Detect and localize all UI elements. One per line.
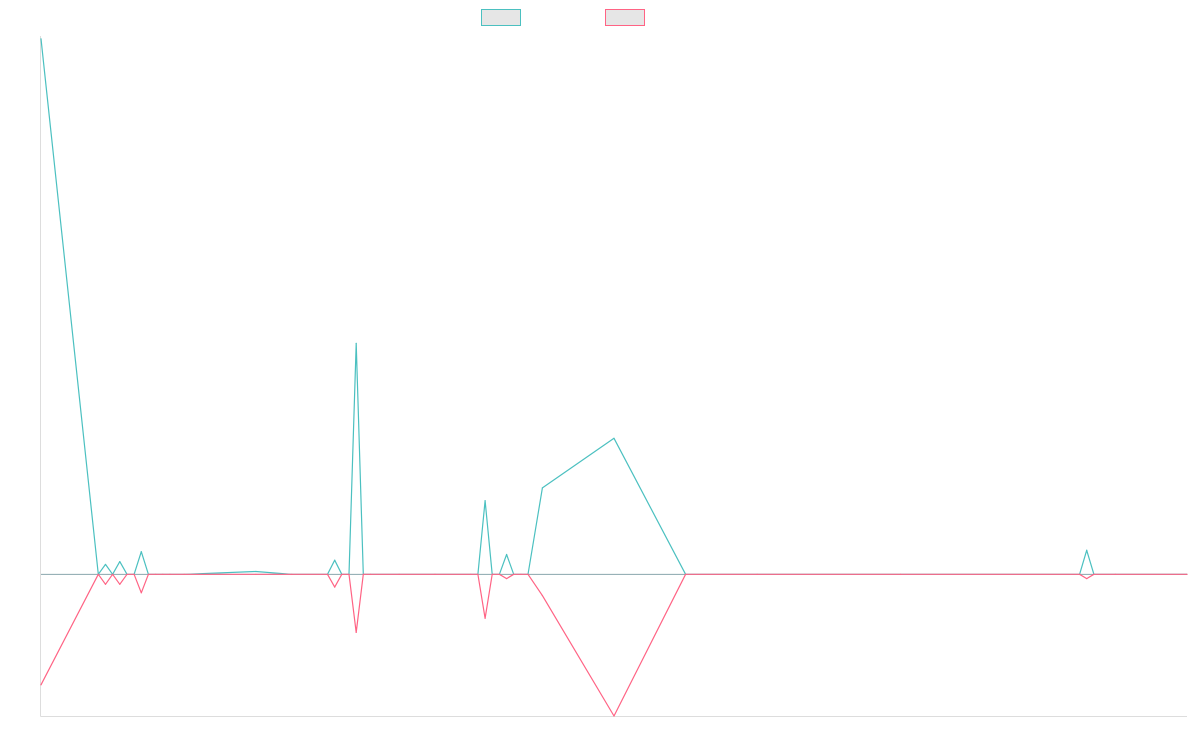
chart-axes xyxy=(40,36,1187,717)
data-point xyxy=(104,563,107,566)
chart-legend[interactable] xyxy=(481,9,645,26)
data-point xyxy=(169,573,171,575)
data-point xyxy=(470,573,472,575)
data-point xyxy=(255,570,257,573)
data-point xyxy=(541,487,543,489)
data-point xyxy=(119,560,121,563)
data-point xyxy=(119,583,121,585)
data-point xyxy=(369,573,372,575)
data-point xyxy=(183,573,185,575)
data-point xyxy=(899,573,902,575)
data-point xyxy=(484,617,486,619)
data-point xyxy=(513,573,515,575)
series-2 xyxy=(40,573,1188,717)
series-line-2 xyxy=(40,573,1187,717)
data-point xyxy=(756,573,758,575)
data-point xyxy=(355,342,357,345)
data-point xyxy=(362,573,364,575)
data-point xyxy=(505,553,508,556)
data-point xyxy=(40,684,42,686)
data-point xyxy=(527,573,529,575)
data-point xyxy=(685,573,687,575)
data-point xyxy=(162,573,164,575)
data-point xyxy=(291,573,293,575)
data-point xyxy=(147,573,150,575)
data-point xyxy=(613,715,615,717)
data-point xyxy=(40,38,42,40)
data-point xyxy=(613,437,615,439)
data-point xyxy=(1093,573,1095,575)
data-point xyxy=(1078,573,1081,575)
legend-swatch-2[interactable] xyxy=(605,9,645,26)
data-point xyxy=(355,631,357,634)
data-point xyxy=(1114,573,1116,575)
series-line-1 xyxy=(40,38,1187,575)
data-point xyxy=(104,583,107,585)
data-point xyxy=(434,573,436,575)
data-point xyxy=(505,577,508,580)
data-point xyxy=(112,573,114,575)
data-point xyxy=(255,573,257,575)
data-point xyxy=(484,500,486,502)
data-point xyxy=(97,573,99,575)
data-point xyxy=(520,573,522,575)
data-point xyxy=(1186,573,1188,575)
data-point xyxy=(140,592,142,594)
data-point xyxy=(498,573,500,575)
data-point xyxy=(1086,549,1088,551)
legend-item-2[interactable] xyxy=(605,9,645,26)
data-point xyxy=(477,573,479,575)
data-point xyxy=(1086,577,1088,580)
data-point xyxy=(341,573,343,575)
chart-series xyxy=(40,38,1188,717)
data-point xyxy=(155,573,157,575)
legend-item-1[interactable] xyxy=(481,9,521,26)
legend-swatch-1[interactable] xyxy=(481,9,521,26)
data-point xyxy=(334,586,336,588)
data-point xyxy=(334,559,336,561)
data-point xyxy=(133,573,135,575)
data-point xyxy=(398,573,400,575)
data-point xyxy=(491,573,493,575)
data-point xyxy=(140,551,142,553)
data-point xyxy=(326,573,329,575)
series-1 xyxy=(40,38,1188,575)
data-point xyxy=(541,594,543,597)
data-point xyxy=(348,573,350,575)
data-point xyxy=(126,573,128,575)
